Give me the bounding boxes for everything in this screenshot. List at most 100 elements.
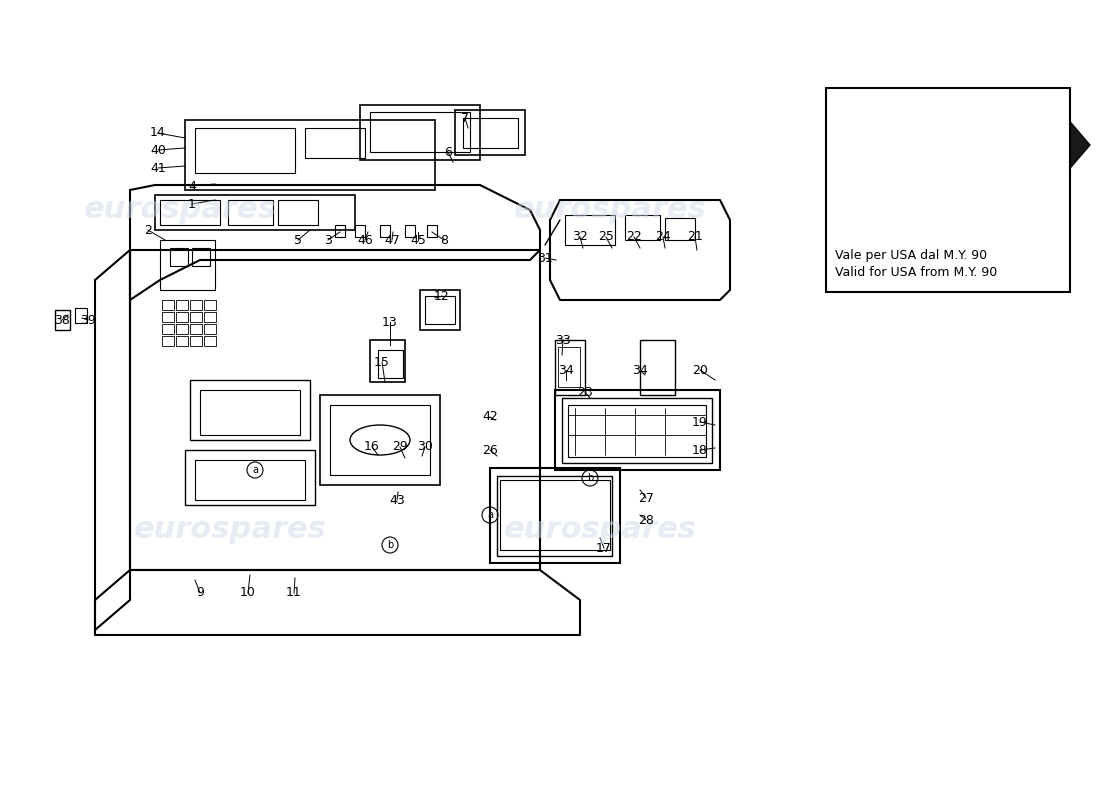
Bar [190,380,310,440]
Text: 12: 12 [434,290,450,302]
Bar [190,336,202,346]
Bar [845,190,984,240]
Text: 34: 34 [558,363,574,377]
Bar [883,200,905,232]
Bar [370,340,405,382]
Text: 4: 4 [188,179,196,193]
Text: 46: 46 [358,234,373,246]
Text: 1: 1 [188,198,196,210]
Bar [200,390,300,435]
Bar [378,350,403,378]
Text: 22: 22 [626,230,642,243]
Text: 14: 14 [150,126,166,139]
Text: 41: 41 [150,162,166,174]
Bar [204,336,216,346]
Text: 19: 19 [692,415,708,429]
Text: 38: 38 [54,314,70,326]
Text: 24: 24 [656,230,671,243]
Bar [993,118,1007,142]
Bar [845,120,984,180]
Bar [427,225,437,237]
Text: 43: 43 [389,494,405,506]
Text: 13: 13 [382,315,398,329]
Text: b: b [587,473,593,483]
Text: eurospares: eurospares [514,195,706,225]
Text: 20: 20 [692,363,708,377]
Text: a: a [487,510,493,520]
Bar [497,476,612,556]
Bar [556,340,585,395]
Text: 5: 5 [294,234,302,246]
Bar [162,336,174,346]
Text: 45: 45 [410,234,426,246]
Text: 8: 8 [440,234,448,246]
Bar [355,225,365,237]
Text: Valid for USA from M.Y. 90: Valid for USA from M.Y. 90 [835,266,998,278]
Bar [160,240,215,290]
Bar [185,450,315,505]
Bar [852,126,977,174]
Bar [360,105,480,160]
Text: 28: 28 [638,514,653,526]
Text: 40: 40 [857,238,873,250]
Bar [55,310,70,330]
Text: 30: 30 [417,441,433,454]
Bar [176,312,188,322]
Text: 42: 42 [482,410,498,423]
Text: 33: 33 [556,334,571,346]
Bar [228,200,273,225]
Text: 32: 32 [572,230,587,243]
Bar [330,405,430,475]
Text: 27: 27 [638,491,653,505]
Bar [405,225,415,237]
Text: 2: 2 [144,223,152,237]
Bar [305,128,365,158]
Bar [463,118,518,148]
Text: 39: 39 [80,314,96,326]
Bar [852,197,977,235]
Text: 44: 44 [857,214,873,226]
Text: 10: 10 [240,586,256,599]
Bar [911,200,933,232]
Text: a: a [252,465,258,475]
Bar [204,324,216,334]
Bar [176,324,188,334]
Text: 16: 16 [364,441,380,454]
Bar [990,115,1010,145]
Text: 7: 7 [461,111,469,125]
Bar [379,225,390,237]
Bar [625,215,660,240]
Bar [278,200,318,225]
Bar [195,128,295,173]
Text: 3: 3 [324,234,332,246]
Text: eurospares: eurospares [133,515,327,545]
Text: 31: 31 [537,251,553,265]
Bar [320,395,440,485]
Bar [939,200,961,232]
Text: 9: 9 [196,586,204,599]
Bar [500,480,610,550]
Bar [185,120,434,190]
Text: 40: 40 [150,143,166,157]
Bar [75,308,87,323]
FancyBboxPatch shape [826,88,1070,292]
Text: Vale per USA dal M.Y. 90: Vale per USA dal M.Y. 90 [835,249,987,262]
Text: 23: 23 [578,386,593,398]
Bar [204,300,216,310]
Bar [162,300,174,310]
Text: 37: 37 [857,151,873,165]
Bar [176,336,188,346]
Bar [176,300,188,310]
Bar [666,218,695,240]
Bar [558,347,580,387]
Bar [190,300,202,310]
Text: eurospares: eurospares [504,515,696,545]
Bar [556,390,720,470]
Text: 25: 25 [598,230,614,243]
Bar [855,200,877,232]
Bar [455,110,525,155]
Text: 34: 34 [632,363,648,377]
Bar [190,312,202,322]
Text: 15: 15 [374,355,389,369]
Bar [370,112,470,152]
